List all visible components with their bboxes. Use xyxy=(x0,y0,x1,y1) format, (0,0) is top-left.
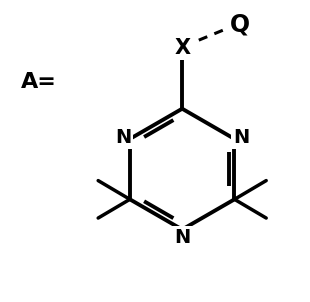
Text: A=: A= xyxy=(21,72,57,92)
Text: X: X xyxy=(174,38,190,58)
Text: N: N xyxy=(233,128,249,147)
Text: N: N xyxy=(115,128,131,147)
Text: Q: Q xyxy=(229,13,250,37)
Text: N: N xyxy=(174,228,190,246)
